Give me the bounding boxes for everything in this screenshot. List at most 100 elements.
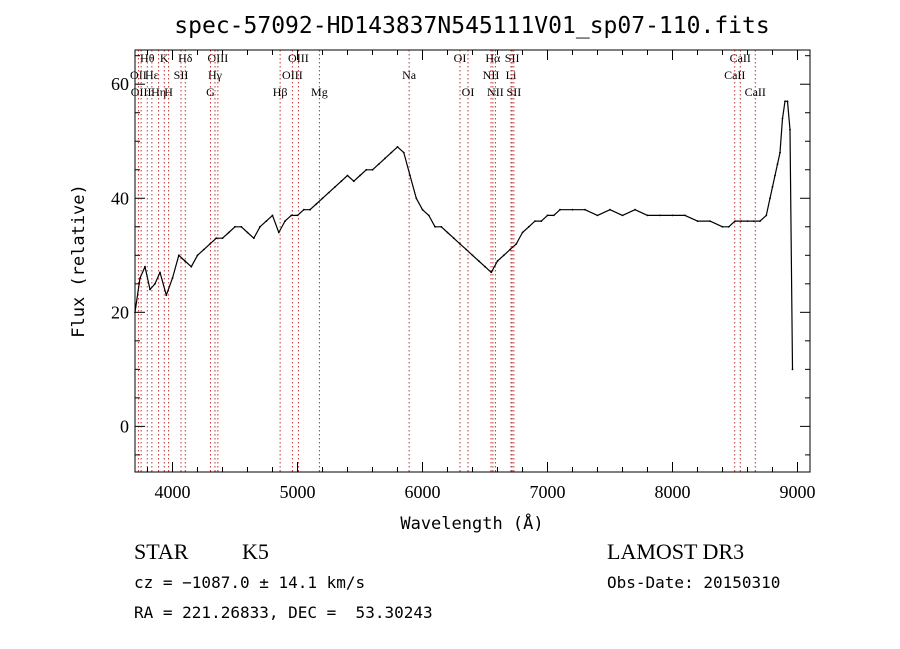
- spectrum-data-point: [165, 294, 168, 297]
- spectrum-data-point: [427, 214, 430, 217]
- spectrum-series-line: [134, 100, 794, 370]
- obs-date: Obs-Date: 20150310: [607, 573, 781, 592]
- spectrum-data-point: [727, 225, 730, 228]
- spectrum-data-point: [477, 260, 480, 262]
- spectrum-data-point: [502, 254, 505, 257]
- spectrum-data-point: [184, 260, 186, 262]
- spectrum-data-point: [190, 265, 193, 268]
- spectrum-data-point: [346, 174, 349, 177]
- spectrum-data-point: [779, 151, 781, 154]
- spectrum-data-point: [534, 220, 536, 223]
- spectral-line-label: Hβ: [273, 85, 288, 99]
- spectrum-data-point: [465, 248, 468, 251]
- spectrum-data-point: [240, 225, 243, 228]
- spectrum-data-point: [359, 174, 361, 177]
- spectrum-data-point: [384, 157, 386, 160]
- spectral-line-label: OI: [462, 85, 475, 99]
- spectral-line-label: OIII: [131, 85, 152, 99]
- redshift-readout: cz = −1087.0 ± 14.1 km/s: [134, 573, 366, 592]
- spectral-line-label: NII: [487, 85, 504, 99]
- spectrum-data-point: [321, 197, 324, 200]
- spectrum-data-point: [446, 231, 449, 234]
- y-tick-label: 40: [111, 188, 129, 208]
- survey-label: LAMOST DR3: [607, 539, 745, 564]
- spectral-line-label: Na: [402, 68, 417, 82]
- spectrum-data-point: [259, 225, 261, 228]
- spectrum-data-point: [791, 368, 794, 371]
- spectrum-data-point: [696, 220, 699, 223]
- spectrum-data-point: [340, 180, 343, 183]
- spectrum-data-point: [202, 248, 205, 251]
- spectral-line-label: H: [164, 85, 173, 99]
- spectrum-data-point: [509, 248, 511, 251]
- spectrum-data-point: [634, 208, 636, 211]
- spectral-line-label: CaII: [745, 85, 766, 99]
- spectrum-data-point: [227, 231, 230, 234]
- spectrum-data-point: [440, 225, 443, 228]
- chart-title: spec-57092-HD143837N545111V01_sp07-110.f…: [174, 13, 769, 39]
- spectral-line-label: Mg: [311, 85, 328, 99]
- y-tick-label: 0: [120, 416, 129, 436]
- spectrum-data-point: [271, 214, 274, 217]
- spectrum-data-point: [765, 214, 768, 217]
- spectrum-data-point: [521, 231, 524, 234]
- y-tick-label: 60: [111, 74, 129, 94]
- spectrum-data-point: [671, 214, 674, 217]
- spectrum-data-point: [596, 214, 599, 217]
- spectrum-data-point: [159, 271, 161, 274]
- spectral-line-label: OIII: [282, 68, 303, 82]
- spectrum-data-point: [552, 214, 555, 217]
- y-tick-label: 20: [111, 302, 129, 322]
- spectral-line-label: K: [160, 51, 169, 65]
- spectrum-data-point: [740, 220, 743, 223]
- spectral-line-label: Hδ: [178, 51, 193, 65]
- spectrum-data-point: [789, 128, 791, 131]
- spectrum-data-point: [771, 186, 774, 188]
- spectrum-data-point: [315, 203, 318, 205]
- x-tick-label: 4000: [155, 482, 191, 502]
- spectrum-data-point: [734, 220, 736, 223]
- spectrum-data-point: [154, 282, 156, 285]
- y-axis-label: Flux (relative): [69, 184, 89, 338]
- spectrum-data-point: [390, 151, 393, 154]
- spectral-line-label: OI: [454, 51, 467, 65]
- spectrum-data-point: [781, 117, 784, 120]
- spectrum-data-point: [659, 214, 661, 217]
- x-tick-label: 9000: [780, 482, 816, 502]
- plot-frame: [134, 49, 811, 473]
- spectral-line-label: SII: [505, 51, 520, 65]
- spectrum-data-point: [646, 214, 649, 217]
- spectrum-data-point: [265, 220, 268, 223]
- spectral-line-label: Hα: [485, 51, 501, 65]
- spectrum-data-point: [769, 197, 771, 200]
- spectral-line-label: G: [206, 85, 215, 99]
- spectrum-data-point: [371, 168, 374, 171]
- spectral-line-label: SII: [507, 85, 522, 99]
- spectral-line-label: CaII: [724, 68, 745, 82]
- spectrum-data-point: [571, 208, 574, 211]
- spectrum-data-point: [515, 243, 518, 245]
- spectral-line-label: Hθ: [140, 51, 155, 65]
- spectrum-data-point: [471, 254, 474, 257]
- spectrum-data-point: [402, 151, 405, 154]
- spectrum-data-point: [139, 277, 141, 279]
- spectrum-data-point: [252, 237, 255, 240]
- spectrum-data-point: [415, 197, 418, 200]
- spectrum-data-point: [209, 243, 211, 245]
- spectrum-data-point: [774, 174, 776, 177]
- spectrum-data-point: [434, 225, 436, 228]
- subclass-label: K5: [242, 539, 269, 564]
- spectrum-data-point: [421, 208, 424, 211]
- spectral-line-label: NII: [483, 68, 500, 82]
- spectrum-data-point: [396, 146, 399, 148]
- spectrum-data-point: [171, 277, 174, 279]
- x-axis-label: Wavelength (Å): [400, 512, 543, 534]
- spectrum-data-point: [144, 265, 146, 268]
- x-tick-label: 8000: [655, 482, 691, 502]
- coordinates-readout: RA = 221.26833, DEC = 53.30243: [134, 603, 433, 622]
- spectrum-data-point: [327, 191, 330, 194]
- spectrum-data-point: [759, 220, 761, 223]
- spectrum-data-point: [459, 243, 461, 245]
